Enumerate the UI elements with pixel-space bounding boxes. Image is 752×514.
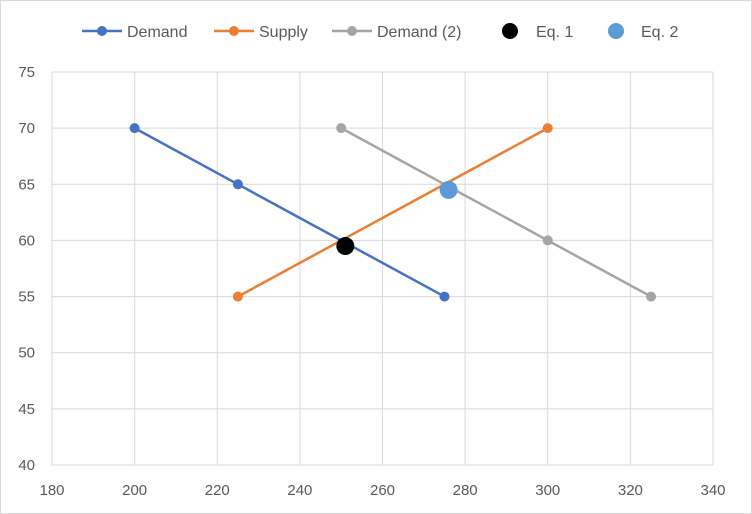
- x-tick-label: 280: [453, 482, 478, 499]
- x-tick-label: 260: [370, 482, 395, 499]
- data-point: [646, 291, 657, 302]
- legend-label: Demand: [127, 24, 187, 41]
- gridlines: [51, 71, 714, 466]
- data-point: [336, 237, 355, 256]
- x-tick-label: 220: [205, 482, 230, 499]
- series-eq-1: [336, 237, 355, 256]
- data-point: [542, 235, 553, 246]
- legend-swatch-marker: [608, 23, 624, 39]
- legend-item: Supply: [214, 24, 308, 41]
- series-demand-2: [336, 123, 657, 302]
- series-supply: [232, 123, 553, 302]
- legend-label: Demand (2): [377, 24, 461, 41]
- x-tick-label: 180: [39, 482, 64, 499]
- y-tick-label: 50: [18, 345, 35, 362]
- x-tick-label: 200: [122, 482, 147, 499]
- legend-swatch-marker: [347, 26, 357, 36]
- y-tick-label: 75: [18, 64, 35, 81]
- data-point: [129, 123, 140, 134]
- x-tick-label: 240: [287, 482, 312, 499]
- y-tick-label: 45: [18, 401, 35, 418]
- y-tick-label: 65: [18, 176, 35, 193]
- series-demand: [129, 123, 450, 302]
- x-tick-label: 300: [535, 482, 560, 499]
- y-axis-tick-labels: 40 45 50 55 60 65 70 75: [18, 64, 35, 474]
- data-point: [439, 291, 450, 302]
- legend-item: Demand: [82, 24, 187, 41]
- legend-item: Eq. 1: [502, 23, 573, 41]
- data-point: [232, 179, 243, 190]
- series-line: [237, 127, 549, 298]
- data-point: [542, 123, 553, 134]
- y-tick-label: 55: [18, 289, 35, 306]
- legend: Demand Supply Demand (2) Eq. 1 Eq. 2: [82, 23, 678, 41]
- legend-swatch-marker: [97, 26, 107, 36]
- legend-item: Demand (2): [332, 24, 461, 41]
- x-tick-label: 340: [700, 482, 725, 499]
- data-point: [336, 123, 347, 134]
- x-axis-tick-labels: 180 200 220 240 260 280 300 320 340: [39, 482, 725, 499]
- legend-label: Supply: [259, 24, 308, 41]
- legend-item: Eq. 2: [608, 23, 678, 41]
- legend-label: Eq. 2: [641, 24, 678, 41]
- series-eq-2: [439, 180, 458, 199]
- y-tick-label: 40: [18, 457, 35, 474]
- series-line: [134, 127, 446, 298]
- data-point: [232, 291, 243, 302]
- plot-series: [129, 123, 657, 302]
- y-tick-label: 70: [18, 120, 35, 137]
- x-tick-label: 320: [618, 482, 643, 499]
- legend-swatch-marker: [229, 26, 239, 36]
- legend-label: Eq. 1: [536, 24, 573, 41]
- series-line: [340, 127, 652, 298]
- legend-swatch-marker: [502, 23, 518, 39]
- y-tick-label: 60: [18, 232, 35, 249]
- data-point: [439, 180, 458, 199]
